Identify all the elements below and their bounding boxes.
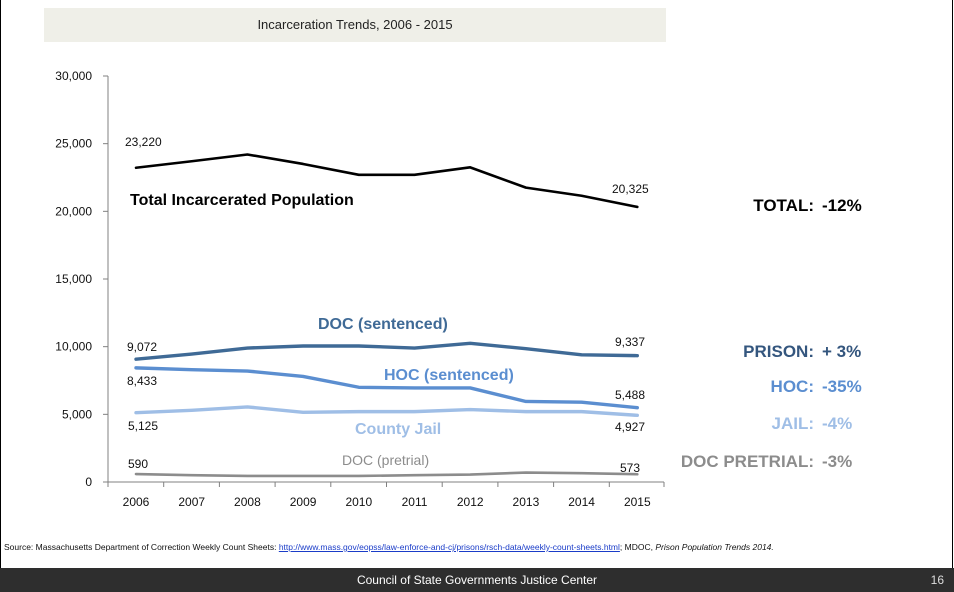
data-label-first: 23,220 [125, 135, 162, 149]
series-line-4 [134, 405, 639, 418]
summary-label: TOTAL: [753, 196, 814, 215]
page-number: 16 [930, 573, 944, 587]
series-name-label: DOC (sentenced) [318, 316, 448, 333]
y-tick-label: 15,000 [55, 272, 92, 286]
x-tick-label: 2008 [234, 495, 261, 509]
y-tick-label: 30,000 [55, 69, 92, 83]
y-tick-label: 5,000 [62, 407, 92, 421]
data-label-first: 9,072 [127, 340, 157, 354]
series-line-2 [134, 341, 639, 361]
data-label-last: 4,927 [615, 420, 645, 434]
chart-title: Incarceration Trends, 2006 - 2015 [257, 17, 453, 32]
series-line-5 [134, 471, 639, 478]
summary-value: -12% [822, 196, 862, 215]
data-label-last: 573 [620, 461, 640, 475]
series-name-label: DOC (pretrial) [342, 452, 429, 468]
series-name-label: County Jail [355, 421, 441, 438]
x-tick-label: 2012 [457, 495, 484, 509]
summary-value: + 3% [822, 342, 861, 361]
x-tick-label: 2010 [345, 495, 372, 509]
x-tick-label: 2007 [178, 495, 205, 509]
data-label-last: 5,488 [615, 388, 645, 402]
data-label-first: 590 [128, 457, 148, 471]
data-label-last: 20,325 [612, 182, 649, 196]
summary-label: JAIL: [772, 414, 815, 433]
summary-label: HOC: [771, 377, 814, 396]
x-tick-label: 2009 [290, 495, 317, 509]
data-label-last: 9,337 [615, 335, 645, 349]
x-tick-label: 2014 [568, 495, 595, 509]
footer-org: Council of State Governments Justice Cen… [356, 573, 598, 587]
chart-title-band: Incarceration Trends, 2006 - 2015 [44, 8, 666, 42]
series-line-3 [134, 366, 639, 410]
x-tick-label: 2006 [123, 495, 150, 509]
source-note: Source: Massachusetts Department of Corr… [4, 542, 948, 553]
series-line-1 [134, 153, 639, 209]
footer-bar: Council of State Governments Justice Cen… [0, 568, 954, 592]
data-label-first: 5,125 [128, 419, 158, 433]
y-tick-label: 25,000 [55, 137, 92, 151]
summary-value: -35% [822, 377, 862, 396]
y-tick-label: 10,000 [55, 340, 92, 354]
series-name-label: Total Incarcerated Population [130, 192, 354, 209]
line-chart: 0 5,000 10,000 15,000 20,000 25,000 30,000 2006… [55, 69, 862, 509]
x-tick-label: 2013 [513, 495, 540, 509]
x-tick-label: 2011 [402, 495, 428, 509]
summary-value: -4% [822, 414, 852, 433]
slide-frame [0, 0, 953, 568]
source-suffix: ; MDOC, [619, 542, 656, 552]
summary-label: PRISON: [743, 342, 814, 361]
source-link[interactable]: http://www.mass.gov/eopss/law-enforce-an… [278, 542, 620, 552]
summary-value: -3% [822, 452, 852, 471]
source-prefix: Source: Massachusetts Department of Corr… [4, 542, 279, 552]
y-tick-label: 20,000 [55, 204, 92, 218]
series-name-label: HOC (sentenced) [384, 367, 514, 384]
summary-label: DOC PRETRIAL: [681, 452, 814, 471]
y-tick-label: 0 [85, 475, 92, 489]
x-tick-label: 2015 [624, 495, 651, 509]
source-italic: Prison Population Trends 2014. [655, 542, 774, 552]
data-label-first: 8,433 [127, 374, 157, 388]
